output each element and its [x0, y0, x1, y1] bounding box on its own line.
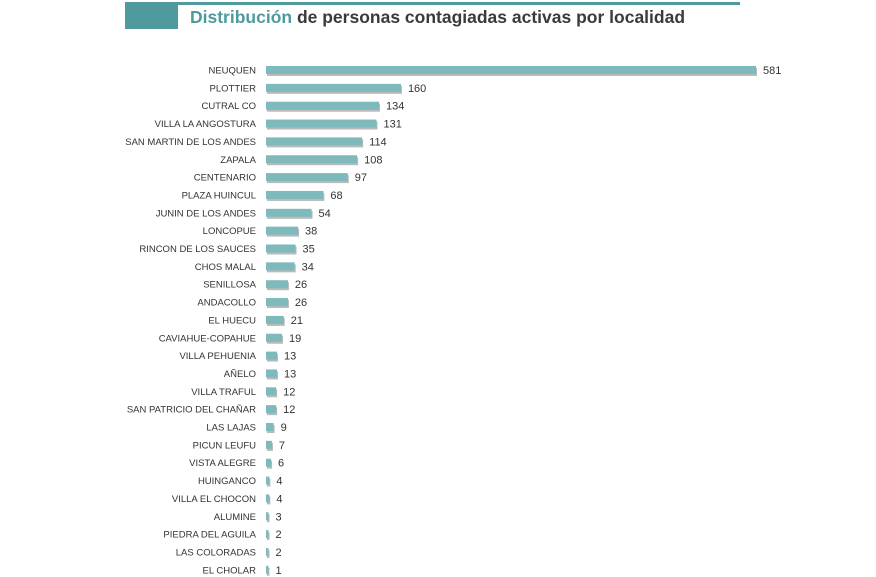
bar-villa-pehuenia: [266, 351, 277, 360]
value-label-villa-la-angostura: 131: [383, 119, 401, 131]
category-label-neuquen: NEUQUEN: [208, 66, 256, 77]
value-label-san-martin-de-los-andes: 114: [369, 136, 387, 148]
bar-huinganco: [266, 476, 270, 485]
category-label-picun-leufu: PICUN LEUFU: [193, 440, 256, 451]
bar-caviahue-copahue: [266, 333, 283, 342]
bar-andacollo: [266, 298, 288, 307]
category-label-añelo: AÑELO: [224, 369, 256, 380]
category-label-centenario: CENTENARIO: [194, 173, 256, 184]
value-label-villa-el-chocon: 4: [276, 493, 282, 505]
bar-villa-el-chocon: [266, 494, 270, 503]
bar-plottier: [266, 83, 401, 92]
title-accent: Distribución: [190, 7, 293, 27]
category-label-piedra-del-aguila: PIEDRA DEL AGUILA: [163, 530, 256, 541]
bar-senillosa: [266, 280, 288, 289]
category-label-rincon-de-los-sauces: RINCON DE LOS SAUCES: [139, 244, 256, 255]
bar-san-martin-de-los-andes: [266, 137, 363, 146]
category-label-andacollo: ANDACOLLO: [197, 298, 256, 309]
header-accent-block: [125, 2, 178, 29]
bar-zapala: [266, 155, 358, 164]
bar-rincon-de-los-sauces: [266, 244, 296, 253]
value-label-zapala: 108: [364, 154, 382, 166]
value-label-andacollo: 26: [295, 297, 307, 309]
bar-neuquen: [266, 66, 756, 74]
bar-villa-traful: [266, 387, 277, 396]
value-label-villa-traful: 12: [283, 386, 295, 398]
category-label-villa-pehuenia: VILLA PEHUENIA: [179, 351, 256, 362]
value-label-caviahue-copahue: 19: [289, 333, 301, 345]
category-label-las-coloradas: LAS COLORADAS: [176, 547, 256, 558]
category-label-villa-traful: VILLA TRAFUL: [191, 387, 256, 398]
bar-chos-malal: [266, 262, 295, 271]
bar-vista-alegre: [266, 458, 272, 467]
category-label-caviahue-copahue: CAVIAHUE-COPAHUE: [159, 333, 256, 344]
bar-plaza-huincul: [266, 190, 324, 199]
category-label-huinganco: HUINGANCO: [198, 476, 256, 487]
value-label-senillosa: 26: [295, 279, 307, 291]
value-label-san-patricio-del-chañar: 12: [283, 404, 295, 416]
category-label-las-lajas: LAS LAJAS: [206, 423, 256, 434]
value-label-el-cholar: 1: [276, 565, 282, 577]
category-label-villa-el-chocon: VILLA EL CHOCON: [172, 494, 256, 505]
page-title: Distribución de personas contagiadas act…: [190, 7, 685, 28]
bar-picun-leufu: [266, 440, 272, 449]
value-label-vista-alegre: 6: [278, 458, 284, 470]
category-label-villa-la-angostura: VILLA LA ANGOSTURA: [155, 119, 257, 130]
bar-piedra-del-aguila: [266, 530, 269, 539]
value-label-neuquen: 581: [763, 65, 781, 77]
category-label-zapala: ZAPALA: [220, 155, 256, 166]
bar-alumine: [266, 512, 269, 521]
value-label-chos-malal: 34: [302, 261, 314, 273]
bar-el-cholar: [266, 565, 269, 574]
value-label-el-huecu: 21: [291, 315, 303, 327]
bar-junin-de-los-andes: [266, 208, 312, 217]
category-label-vista-alegre: VISTA ALEGRE: [189, 458, 256, 469]
bar-las-lajas: [266, 423, 274, 431]
bar-san-patricio-del-chañar: [266, 405, 277, 414]
value-label-centenario: 97: [355, 172, 367, 184]
value-label-las-lajas: 9: [281, 422, 287, 434]
value-label-alumine: 3: [276, 511, 282, 523]
value-label-plottier: 160: [408, 83, 426, 95]
bar-villa-la-angostura: [266, 119, 377, 128]
bar-el-huecu: [266, 315, 284, 324]
value-label-piedra-del-aguila: 2: [276, 529, 282, 541]
category-label-el-cholar: EL CHOLAR: [203, 565, 257, 576]
category-label-cutral-co: CUTRAL CO: [201, 101, 256, 112]
category-label-san-martin-de-los-andes: SAN MARTIN DE LOS ANDES: [125, 137, 256, 148]
value-label-cutral-co: 134: [386, 101, 404, 113]
value-label-junin-de-los-andes: 54: [319, 208, 331, 220]
category-label-el-huecu: EL HUECU: [208, 315, 256, 326]
value-label-loncopue: 38: [305, 226, 317, 238]
category-label-plaza-huincul: PLAZA HUINCUL: [182, 190, 256, 201]
category-label-alumine: ALUMINE: [214, 512, 256, 523]
value-label-añelo: 13: [284, 368, 296, 380]
category-label-plottier: PLOTTIER: [210, 83, 257, 94]
category-label-senillosa: SENILLOSA: [203, 280, 256, 291]
value-label-picun-leufu: 7: [279, 440, 285, 452]
bar-loncopue: [266, 226, 299, 235]
category-label-junin-de-los-andes: JUNIN DE LOS ANDES: [156, 208, 256, 219]
value-label-rincon-de-los-sauces: 35: [303, 244, 315, 256]
value-label-villa-pehuenia: 13: [284, 351, 296, 363]
bar-cutral-co: [266, 101, 380, 110]
category-label-san-patricio-del-chañar: SAN PATRICIO DEL CHAÑAR: [127, 405, 256, 416]
bar-añelo: [266, 369, 277, 378]
value-label-plaza-huincul: 68: [330, 190, 342, 202]
category-label-loncopue: LONCOPUE: [203, 226, 256, 237]
header-rule: [178, 2, 740, 5]
value-label-huinganco: 4: [276, 476, 282, 488]
bar-centenario: [266, 173, 348, 182]
title-rest: de personas contagiadas activas por loca…: [292, 7, 686, 27]
bar-las-coloradas: [266, 547, 269, 556]
value-label-las-coloradas: 2: [276, 547, 282, 559]
category-label-chos-malal: CHOS MALAL: [195, 262, 256, 273]
